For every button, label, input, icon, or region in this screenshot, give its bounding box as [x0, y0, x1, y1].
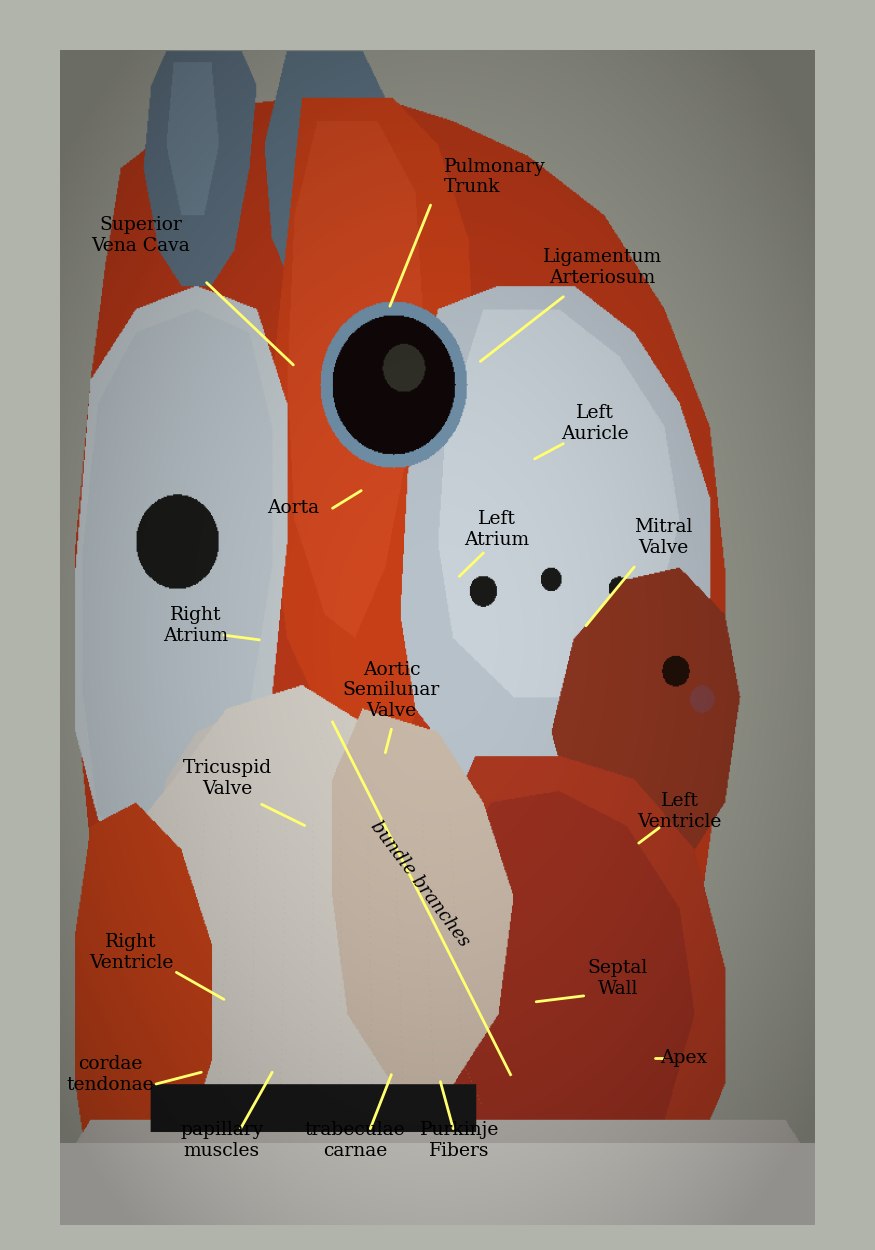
- Text: Left
Ventricle: Left Ventricle: [637, 792, 722, 831]
- Text: Septal
Wall: Septal Wall: [587, 959, 648, 998]
- Text: Left
Auricle: Left Auricle: [561, 404, 629, 442]
- Text: Apex: Apex: [661, 1049, 708, 1068]
- Text: Right
Ventricle: Right Ventricle: [89, 932, 173, 971]
- Text: Pulmonary
Trunk: Pulmonary Trunk: [444, 158, 546, 196]
- Bar: [60, 50, 814, 1225]
- Text: Superior
Vena Cava: Superior Vena Cava: [92, 216, 191, 255]
- Text: trabeculae
carnae: trabeculae carnae: [304, 1121, 405, 1160]
- Text: Mitral
Valve: Mitral Valve: [634, 519, 692, 558]
- Text: Tricuspid
Valve: Tricuspid Valve: [182, 759, 271, 798]
- Text: Purkinje
Fibers: Purkinje Fibers: [420, 1121, 499, 1160]
- Text: Left
Atrium: Left Atrium: [465, 510, 529, 549]
- Text: Ligamentum
Arteriosum: Ligamentum Arteriosum: [543, 248, 662, 286]
- Text: cordae
tendonae: cordae tendonae: [67, 1055, 155, 1094]
- Text: Aorta: Aorta: [267, 499, 319, 518]
- Text: bundle branches: bundle branches: [367, 818, 473, 950]
- Text: Right
Atrium: Right Atrium: [163, 606, 228, 645]
- Text: Aortic
Semilunar
Valve: Aortic Semilunar Valve: [343, 660, 440, 720]
- Text: papillary
muscles: papillary muscles: [180, 1121, 263, 1160]
